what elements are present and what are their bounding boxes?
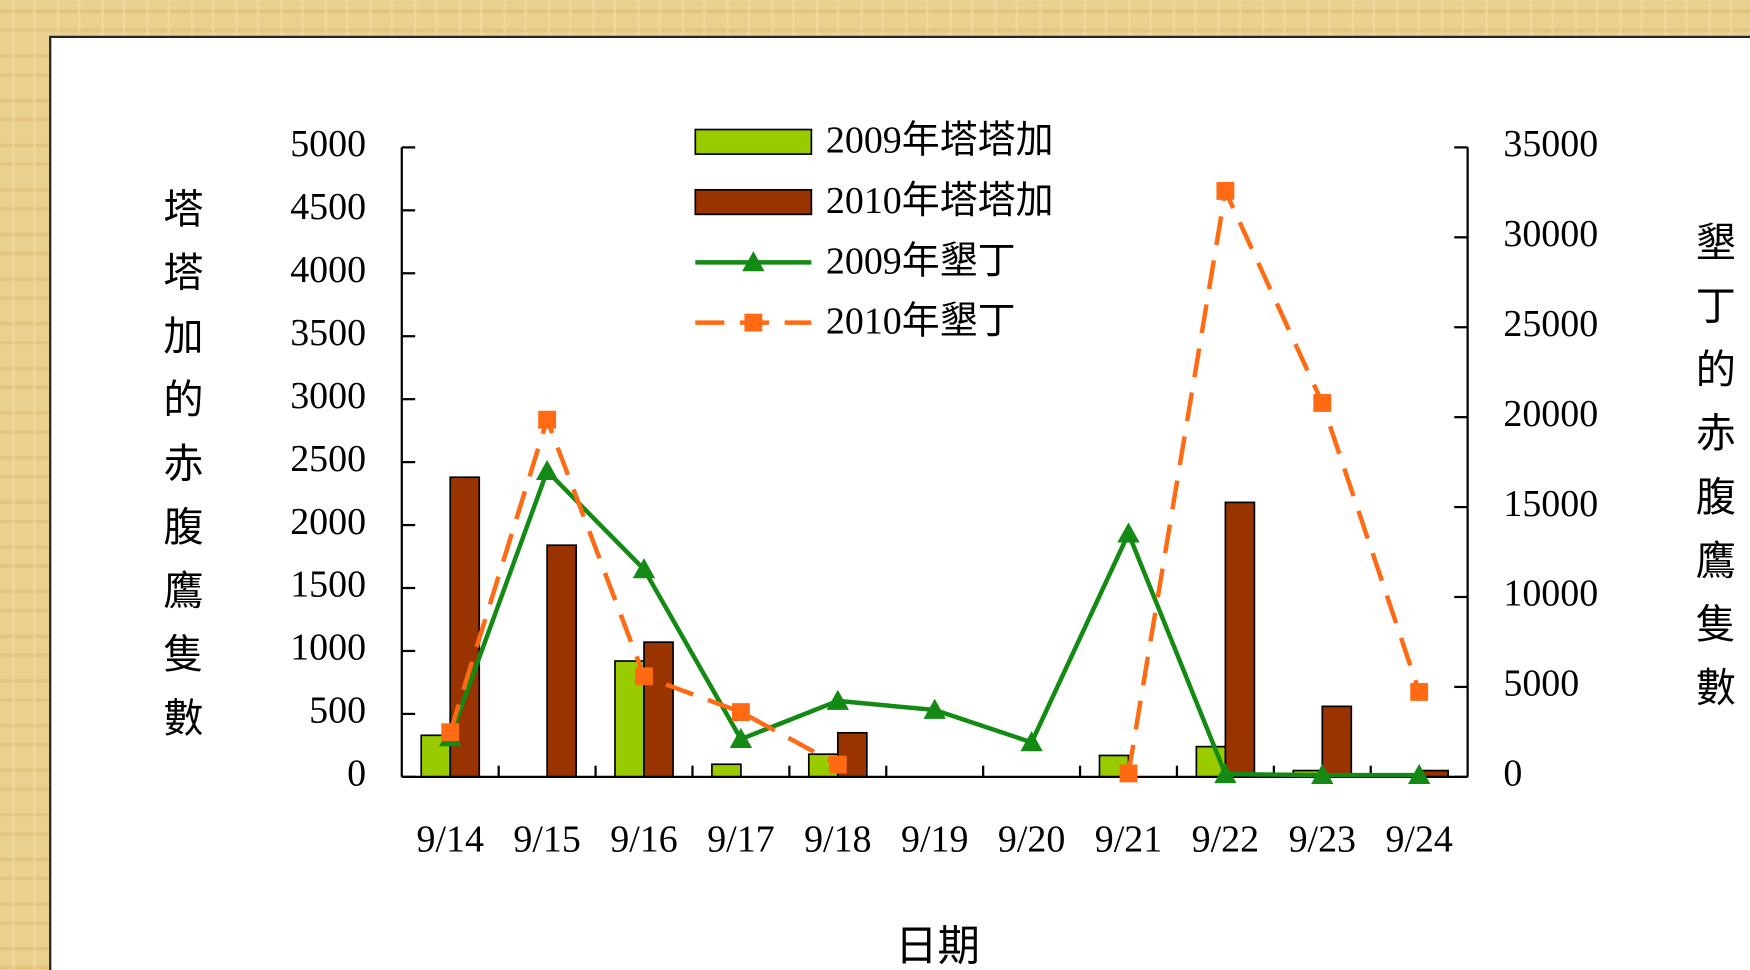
y-tick-label: 500 (309, 690, 366, 732)
y-tick-label: 4000 (290, 249, 366, 291)
marker (729, 727, 753, 749)
marker (635, 667, 653, 686)
x-tick-label: 9/22 (1192, 818, 1259, 860)
bar (1224, 501, 1256, 778)
x-tick-label: 9/21 (1095, 818, 1162, 860)
legend-swatch (694, 188, 813, 216)
bar (711, 763, 742, 778)
x-tick-label: 9/16 (610, 818, 677, 860)
y2-axis-label: 墾丁的赤腹鷹隻數 (1689, 221, 1734, 730)
legend-swatch (694, 128, 813, 155)
legend-label: 2010年墾丁 (826, 301, 1016, 343)
y2-tick-label: 30000 (1503, 213, 1598, 255)
y-tick-label: 1500 (290, 564, 366, 606)
marker (1410, 683, 1429, 701)
marker (731, 703, 750, 722)
legend-marker (744, 313, 763, 332)
marker (632, 558, 656, 579)
y-tick-label: 3500 (290, 312, 366, 354)
y-tick-label: 3000 (290, 375, 366, 417)
marker (1119, 764, 1138, 783)
bar (643, 641, 674, 778)
y-tick-label: 2000 (290, 501, 366, 543)
marker (828, 755, 847, 774)
y2-tick-label: 5000 (1503, 663, 1579, 705)
marker (1117, 522, 1140, 543)
y-tick-label: 0 (347, 753, 366, 795)
y2-tick-label: 0 (1503, 753, 1522, 795)
marker (1408, 763, 1431, 784)
x-tick-label: 9/17 (707, 818, 774, 860)
y-tick-label: 5000 (290, 123, 366, 165)
marker (1214, 762, 1237, 784)
x-tick-label: 9/14 (417, 818, 484, 860)
marker (1313, 394, 1332, 412)
y2-tick-label: 15000 (1503, 483, 1598, 525)
marker (441, 723, 460, 742)
y2-tick-label: 20000 (1503, 393, 1598, 435)
legend-label: 2009年墾丁 (826, 240, 1016, 282)
x-tick-label: 9/23 (1289, 818, 1356, 860)
x-tick-label: 9/15 (513, 818, 580, 860)
marker (923, 698, 946, 719)
marker (826, 689, 849, 710)
y2-tick-label: 25000 (1503, 303, 1598, 345)
y2-tick-label: 10000 (1503, 573, 1598, 615)
marker (538, 410, 557, 429)
y2-tick-label: 35000 (1503, 123, 1598, 165)
marker (1020, 731, 1043, 752)
legend-marker (742, 251, 765, 272)
legend-label: 2010年塔塔加 (826, 180, 1054, 222)
legend-label: 2009年塔塔加 (826, 120, 1054, 162)
marker (535, 459, 559, 481)
y-axis-label: 塔塔加的赤腹鷹隻數 (157, 188, 202, 760)
y-tick-label: 4500 (290, 186, 366, 228)
marker (1311, 763, 1334, 784)
x-tick-label: 9/19 (901, 818, 968, 860)
x-tick-label: 9/20 (998, 818, 1065, 860)
marker (1216, 181, 1235, 200)
y-tick-label: 2500 (290, 438, 366, 480)
x-tick-label: 9/24 (1385, 818, 1452, 860)
y-tick-label: 1000 (290, 627, 366, 669)
bar (1321, 705, 1353, 778)
x-axis-label: 日期 (895, 924, 980, 970)
x-tick-label: 9/18 (804, 818, 871, 860)
bar (546, 544, 577, 778)
bar (614, 660, 645, 778)
